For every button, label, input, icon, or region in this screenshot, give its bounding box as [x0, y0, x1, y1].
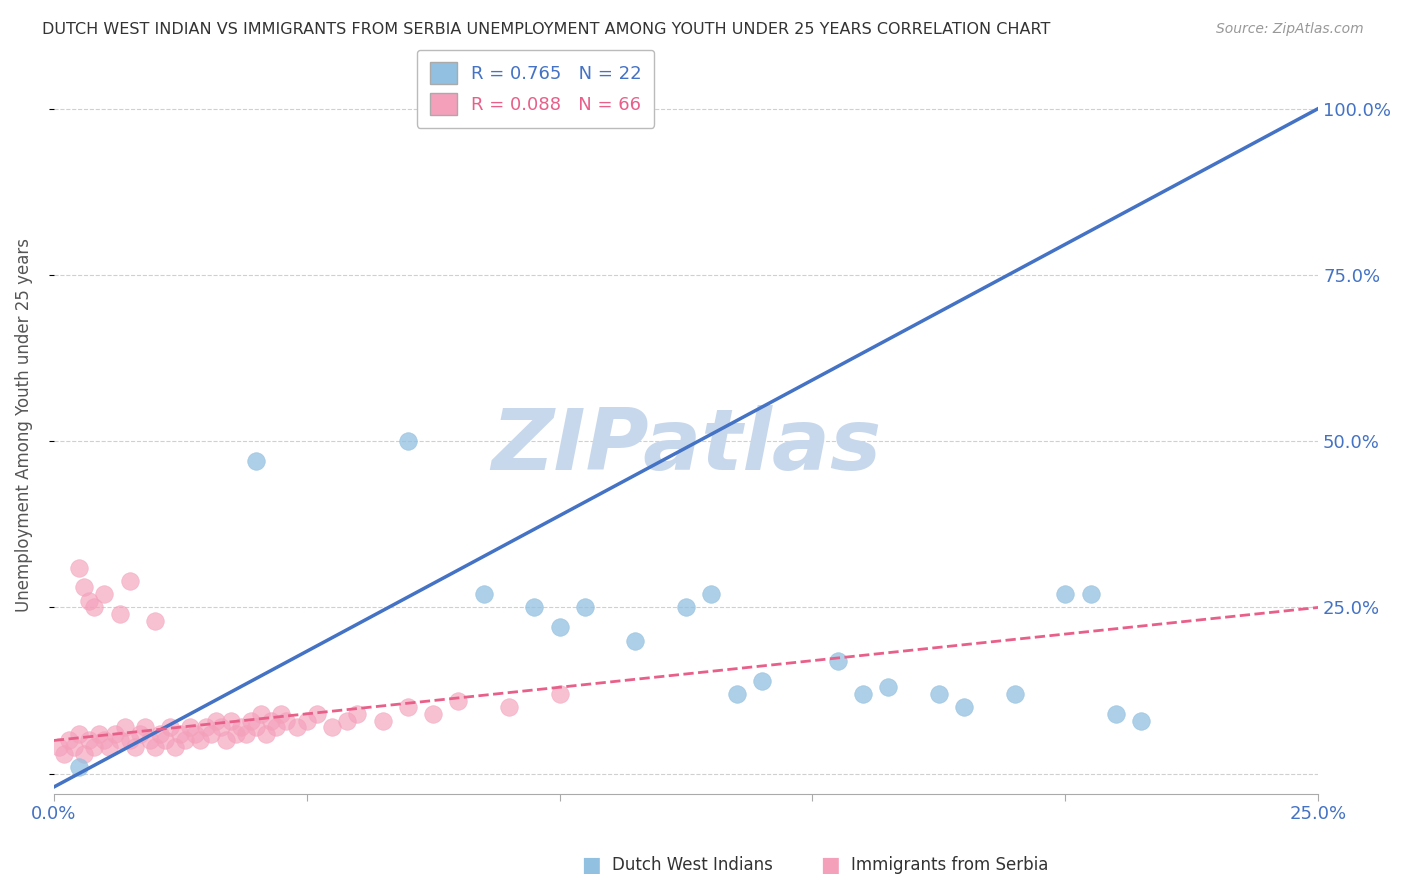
- Point: [124, 740, 146, 755]
- Point: [165, 740, 187, 755]
- Point: [194, 720, 217, 734]
- Point: [472, 587, 495, 601]
- Point: [852, 687, 875, 701]
- Point: [77, 594, 100, 608]
- Point: [149, 727, 172, 741]
- Point: [215, 733, 238, 747]
- Point: [52, 747, 75, 761]
- Text: Dutch West Indians: Dutch West Indians: [612, 856, 772, 874]
- Point: [245, 454, 267, 468]
- Point: [63, 740, 86, 755]
- Point: [523, 600, 546, 615]
- Point: [143, 614, 166, 628]
- Point: [285, 720, 308, 734]
- Point: [200, 727, 222, 741]
- Point: [396, 700, 419, 714]
- Legend: R = 0.765   N = 22, R = 0.088   N = 66: R = 0.765 N = 22, R = 0.088 N = 66: [416, 50, 654, 128]
- Point: [108, 733, 131, 747]
- Y-axis label: Unemployment Among Youth under 25 years: Unemployment Among Youth under 25 years: [15, 237, 32, 612]
- Point: [245, 720, 267, 734]
- Point: [118, 733, 141, 747]
- Text: DUTCH WEST INDIAN VS IMMIGRANTS FROM SERBIA UNEMPLOYMENT AMONG YOUTH UNDER 25 YE: DUTCH WEST INDIAN VS IMMIGRANTS FROM SER…: [42, 22, 1050, 37]
- Point: [114, 720, 136, 734]
- Point: [174, 733, 197, 747]
- Point: [270, 706, 292, 721]
- Point: [89, 727, 111, 741]
- Point: [574, 600, 596, 615]
- Point: [422, 706, 444, 721]
- Point: [371, 714, 394, 728]
- Point: [118, 574, 141, 588]
- Point: [93, 733, 115, 747]
- Point: [928, 687, 950, 701]
- Point: [73, 581, 96, 595]
- Point: [827, 654, 849, 668]
- Point: [1004, 687, 1026, 701]
- Point: [336, 714, 359, 728]
- Point: [1080, 587, 1102, 601]
- Point: [321, 720, 343, 734]
- Point: [254, 727, 277, 741]
- Point: [1105, 706, 1128, 721]
- Point: [700, 587, 723, 601]
- Text: Immigrants from Serbia: Immigrants from Serbia: [851, 856, 1047, 874]
- Point: [624, 633, 647, 648]
- Point: [67, 727, 90, 741]
- Point: [128, 727, 150, 741]
- Point: [169, 727, 191, 741]
- Point: [548, 620, 571, 634]
- Point: [266, 720, 288, 734]
- Point: [139, 733, 162, 747]
- Point: [143, 740, 166, 755]
- Point: [346, 706, 368, 721]
- Point: [1130, 714, 1153, 728]
- Text: ■: ■: [581, 855, 600, 875]
- Point: [447, 693, 470, 707]
- Point: [548, 687, 571, 701]
- Point: [67, 760, 90, 774]
- Point: [134, 720, 156, 734]
- Point: [67, 560, 90, 574]
- Point: [179, 720, 201, 734]
- Point: [159, 720, 181, 734]
- Point: [235, 727, 257, 741]
- Point: [305, 706, 328, 721]
- Point: [93, 587, 115, 601]
- Point: [675, 600, 697, 615]
- Point: [751, 673, 773, 688]
- Point: [108, 607, 131, 621]
- Point: [103, 727, 125, 741]
- Text: ■: ■: [820, 855, 839, 875]
- Point: [240, 714, 263, 728]
- Point: [276, 714, 298, 728]
- Point: [153, 733, 176, 747]
- Point: [73, 747, 96, 761]
- Text: Source: ZipAtlas.com: Source: ZipAtlas.com: [1216, 22, 1364, 37]
- Point: [877, 680, 900, 694]
- Point: [83, 740, 105, 755]
- Point: [260, 714, 283, 728]
- Point: [225, 727, 247, 741]
- Point: [77, 733, 100, 747]
- Point: [498, 700, 520, 714]
- Point: [953, 700, 976, 714]
- Point: [184, 727, 207, 741]
- Point: [209, 720, 232, 734]
- Point: [83, 600, 105, 615]
- Point: [1054, 587, 1077, 601]
- Point: [219, 714, 242, 728]
- Point: [295, 714, 318, 728]
- Point: [204, 714, 226, 728]
- Point: [725, 687, 748, 701]
- Point: [98, 740, 121, 755]
- Text: ZIPatlas: ZIPatlas: [491, 405, 882, 488]
- Point: [250, 706, 273, 721]
- Point: [190, 733, 212, 747]
- Point: [229, 720, 252, 734]
- Point: [396, 434, 419, 449]
- Point: [48, 740, 70, 755]
- Point: [58, 733, 80, 747]
